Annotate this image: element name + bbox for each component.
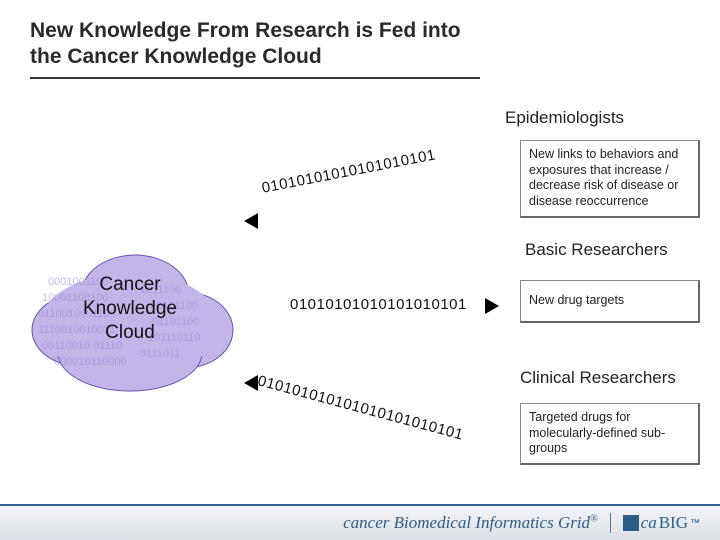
footer-divider: [610, 513, 611, 533]
page-title: New Knowledge From Research is Fed into …: [30, 18, 480, 79]
section-heading-clinical-researchers: Clinical Researchers: [520, 368, 676, 388]
cloud-label: CancerKnowledgeCloud: [20, 273, 240, 344]
arrow-into-cloud-top: [244, 213, 258, 229]
infobox-epidemiologists: New links to behaviors and exposures tha…: [520, 140, 700, 218]
footer-bar: cancer Biomedical Informatics Grid® caBI…: [0, 504, 720, 540]
footer-cabig-logo: caBIG™: [623, 513, 700, 533]
cancer-knowledge-cloud: 0001001100 10001100100 0110010001100 111…: [20, 235, 240, 395]
svg-text:000010110000: 000010110000: [54, 356, 127, 368]
binary-stream-top: 01010101010101010101: [260, 146, 437, 196]
svg-text:0111011: 0111011: [140, 348, 180, 360]
section-heading-epidemiologists: Epidemiologists: [505, 108, 624, 128]
infobox-basic-researchers: New drug targets: [520, 280, 700, 323]
cabig-square-icon: [623, 515, 639, 531]
binary-stream-bottom: 010101010101010101010101: [256, 372, 465, 443]
footer-brand-text: cancer Biomedical Informatics Grid®: [343, 513, 598, 533]
section-heading-basic-researchers: Basic Researchers: [525, 240, 668, 260]
infobox-clinical-researchers: Targeted drugs for molecularly-defined s…: [520, 403, 700, 465]
arrow-out-of-cloud-middle: [485, 298, 499, 314]
binary-stream-middle: 01010101010101010101: [290, 296, 467, 313]
